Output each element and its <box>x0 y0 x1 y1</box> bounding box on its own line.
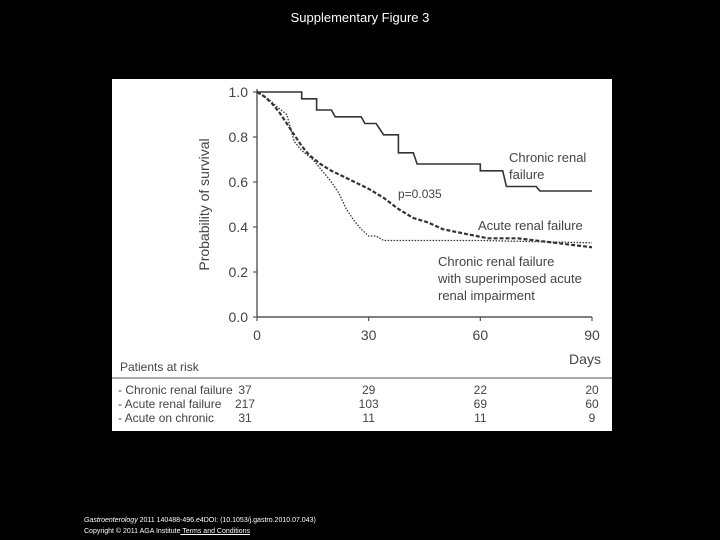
copyright-text: Copyright © 2011 AGA Institute <box>84 528 181 535</box>
series-line <box>257 91 592 192</box>
series-label: failure <box>509 167 544 182</box>
risk-row-value: 11 <box>362 411 375 425</box>
x-tick-label: 60 <box>473 327 489 343</box>
series-line <box>256 91 593 244</box>
risk-row-value: 217 <box>235 397 255 411</box>
y-tick-label: 0.6 <box>229 174 249 190</box>
citation-line: Gastroenterology 2011 140488-496.e4DOI: … <box>84 515 316 526</box>
series-label: Acute renal failure <box>478 218 583 233</box>
x-tick-label: 0 <box>253 327 261 343</box>
x-tick-label: 90 <box>584 327 600 343</box>
risk-row-value: 69 <box>474 397 488 411</box>
x-tick-label: 30 <box>361 327 377 343</box>
series-line <box>256 91 593 249</box>
y-axis-label: Probability of survival <box>196 138 212 270</box>
risk-row-label: - Acute renal failure <box>118 397 222 411</box>
risk-table-header: Patients at risk <box>120 360 200 374</box>
risk-row-label: - Chronic renal failure <box>118 383 233 397</box>
y-tick-label: 0.2 <box>229 264 249 280</box>
risk-row-value: 60 <box>585 397 599 411</box>
risk-row-value: 20 <box>585 383 599 397</box>
series-label: Chronic renal failure <box>438 254 554 269</box>
terms-link[interactable]: Terms and Conditions <box>180 528 251 535</box>
series-label: Chronic renal <box>509 150 586 165</box>
y-tick-label: 0.4 <box>229 219 249 235</box>
citation-details: 2011 140488-496.e4DOI: (10.1053/j.gastro… <box>137 517 316 524</box>
y-tick-label: 0.0 <box>229 309 249 325</box>
risk-row-value: 103 <box>359 397 379 411</box>
y-tick-label: 1.0 <box>229 84 249 100</box>
risk-row-value: 22 <box>474 383 488 397</box>
x-axis-label: Days <box>569 351 601 367</box>
risk-row-value: 31 <box>238 411 252 425</box>
copyright-line: Copyright © 2011 AGA Institute Terms and… <box>84 526 316 537</box>
km-chart: 0.0 0.2 0.4 0.6 0.8 1.0 0 30 60 90 Probability of … <box>112 84 612 425</box>
journal-name: Gastroenterology <box>84 517 138 524</box>
series-label: renal impairment <box>438 288 535 303</box>
risk-row-value: 11 <box>474 411 487 425</box>
p-value-annotation: p=0.035 <box>398 187 442 201</box>
series-label: with superimposed acute <box>437 271 582 286</box>
citation-footer: Gastroenterology 2011 140488-496.e4DOI: … <box>84 515 316 537</box>
risk-row-value: 9 <box>589 411 596 425</box>
survival-figure: 0.0 0.2 0.4 0.6 0.8 1.0 0 30 60 90 Probability of … <box>112 79 612 431</box>
risk-row-value: 37 <box>238 383 252 397</box>
risk-row-label: - Acute on chronic <box>118 411 214 425</box>
y-tick-label: 0.8 <box>229 129 249 145</box>
slide-title: Supplementary Figure 3 <box>290 10 430 25</box>
risk-row-value: 29 <box>362 383 376 397</box>
